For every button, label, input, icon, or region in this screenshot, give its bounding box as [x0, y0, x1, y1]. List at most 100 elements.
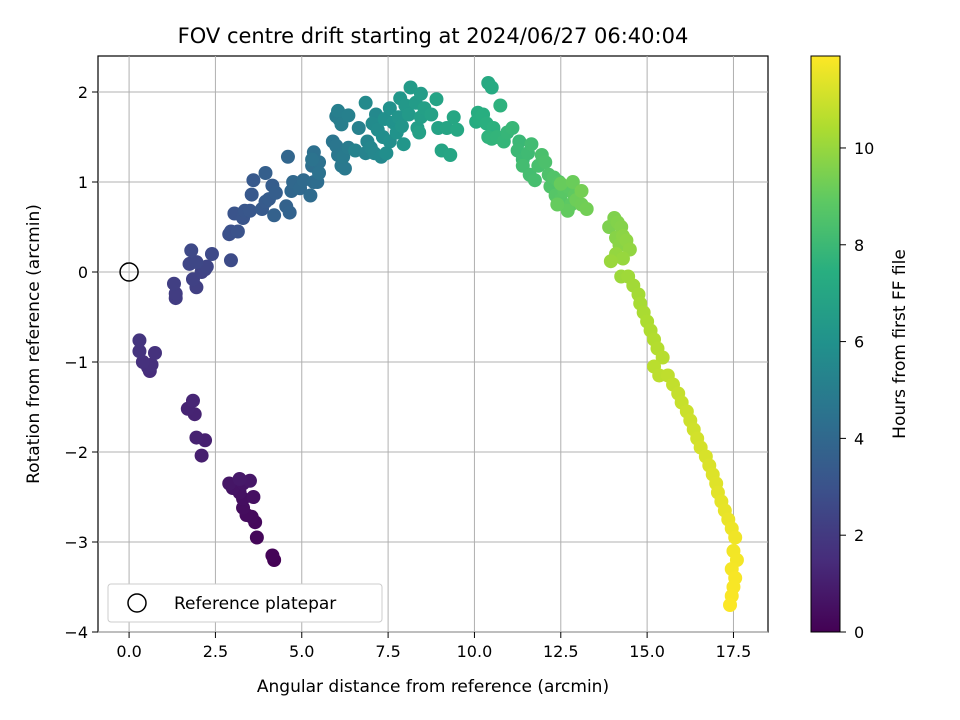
- data-point: [424, 107, 439, 122]
- y-tick-label: −3: [64, 533, 88, 552]
- data-point: [189, 255, 204, 270]
- data-point: [723, 598, 738, 612]
- colorbar-gradient: [810, 55, 841, 633]
- data-point: [267, 208, 282, 223]
- data-point: [280, 149, 295, 164]
- data-point: [439, 121, 454, 135]
- data-point: [403, 80, 418, 95]
- colorbar-tick-label: 6: [854, 333, 864, 352]
- data-point: [579, 202, 594, 216]
- data-point: [484, 80, 499, 95]
- x-axis-title: Angular distance from reference (arcmin): [257, 677, 609, 697]
- y-axis-ticks: −4 −3 −2 −1 0 1 2: [64, 83, 98, 642]
- data-point: [268, 185, 283, 200]
- data-point: [450, 122, 465, 137]
- x-axis-ticks: 0.0 2.5 5.0 7.5 10.0 12.5 15.0 17.5: [116, 632, 751, 661]
- data-point: [305, 152, 320, 167]
- data-point: [493, 98, 508, 113]
- colorbar-tick-label: 2: [854, 526, 864, 545]
- x-tick-label: 0.0: [116, 642, 141, 661]
- reference-platepar-marker: [119, 262, 139, 282]
- data-point: [312, 166, 327, 180]
- data-point: [242, 203, 257, 218]
- data-point: [204, 247, 219, 261]
- legend: Reference platepar: [107, 583, 383, 623]
- data-point: [223, 253, 238, 268]
- data-point: [230, 224, 245, 239]
- data-point: [185, 393, 200, 408]
- colorbar-ticks: 0 2 4 6 8 10: [840, 139, 874, 642]
- colorbar-label: Hours from first FF file: [890, 249, 910, 439]
- data-point: [527, 173, 542, 188]
- data-point: [244, 187, 259, 202]
- data-point: [382, 101, 397, 116]
- data-point: [413, 86, 428, 101]
- data-point: [524, 137, 539, 152]
- y-axis-title: Rotation from reference (arcmin): [24, 204, 44, 484]
- data-point: [560, 203, 575, 218]
- data-point: [401, 107, 416, 122]
- data-point: [358, 95, 373, 110]
- data-point: [429, 92, 444, 107]
- plot-frame: [97, 55, 769, 633]
- data-point: [446, 110, 461, 125]
- data-point: [194, 448, 209, 463]
- y-tick-label: 1: [78, 173, 88, 192]
- data-point: [166, 276, 181, 291]
- plot-area: 0.0 2.5 5.0 7.5 10.0 12.5 15.0 17.5 −4 −3 −2 −1 0 1 2: [64, 55, 769, 661]
- data-point: [242, 473, 257, 488]
- data-point: [351, 121, 366, 135]
- data-point: [135, 355, 150, 369]
- legend-label: Reference platepar: [174, 594, 336, 614]
- legend-marker: [127, 593, 147, 613]
- data-point: [337, 161, 352, 176]
- data-point: [249, 530, 264, 545]
- data-point: [396, 137, 411, 152]
- data-point: [655, 350, 670, 365]
- x-tick-label: 2.5: [203, 642, 228, 661]
- data-point: [574, 184, 589, 198]
- colorbar-tick-label: 8: [854, 236, 864, 255]
- y-tick-label: 2: [78, 83, 88, 102]
- y-tick-label: −1: [64, 353, 88, 372]
- x-tick-label: 5.0: [289, 642, 314, 661]
- data-point: [538, 155, 553, 170]
- data-point: [246, 490, 261, 504]
- data-point: [565, 175, 580, 189]
- data-point: [603, 254, 618, 269]
- data-point: [394, 119, 409, 134]
- data-point: [553, 176, 568, 191]
- data-point: [728, 530, 743, 545]
- data-point: [505, 121, 520, 135]
- data-point: [132, 344, 147, 359]
- colorbar-tick-label: 4: [854, 429, 864, 448]
- data-point: [412, 125, 427, 140]
- data-point: [258, 166, 273, 180]
- x-tick-label: 10.0: [457, 642, 493, 661]
- x-tick-label: 15.0: [629, 642, 665, 661]
- x-tick-label: 12.5: [543, 642, 579, 661]
- data-point: [246, 173, 261, 188]
- data-point: [341, 108, 356, 123]
- data-points: [132, 76, 744, 612]
- data-point: [265, 548, 280, 563]
- data-point: [282, 205, 297, 220]
- colorbar-tick-label: 0: [854, 623, 864, 642]
- chart-title: FOV centre drift starting at 2024/06/27 …: [178, 24, 689, 48]
- y-tick-label: 0: [78, 263, 88, 282]
- data-point: [189, 430, 204, 445]
- data-point: [232, 472, 247, 486]
- x-tick-label: 7.5: [375, 642, 400, 661]
- data-point: [132, 333, 147, 348]
- data-point: [184, 243, 199, 258]
- y-tick-label: −4: [64, 623, 88, 642]
- y-tick-label: −2: [64, 443, 88, 462]
- data-point: [303, 188, 318, 203]
- data-point: [550, 197, 565, 212]
- grid: [98, 56, 768, 633]
- data-point: [615, 251, 630, 266]
- colorbar-tick-label: 10: [854, 139, 874, 158]
- data-point: [379, 146, 394, 161]
- data-point: [296, 173, 311, 188]
